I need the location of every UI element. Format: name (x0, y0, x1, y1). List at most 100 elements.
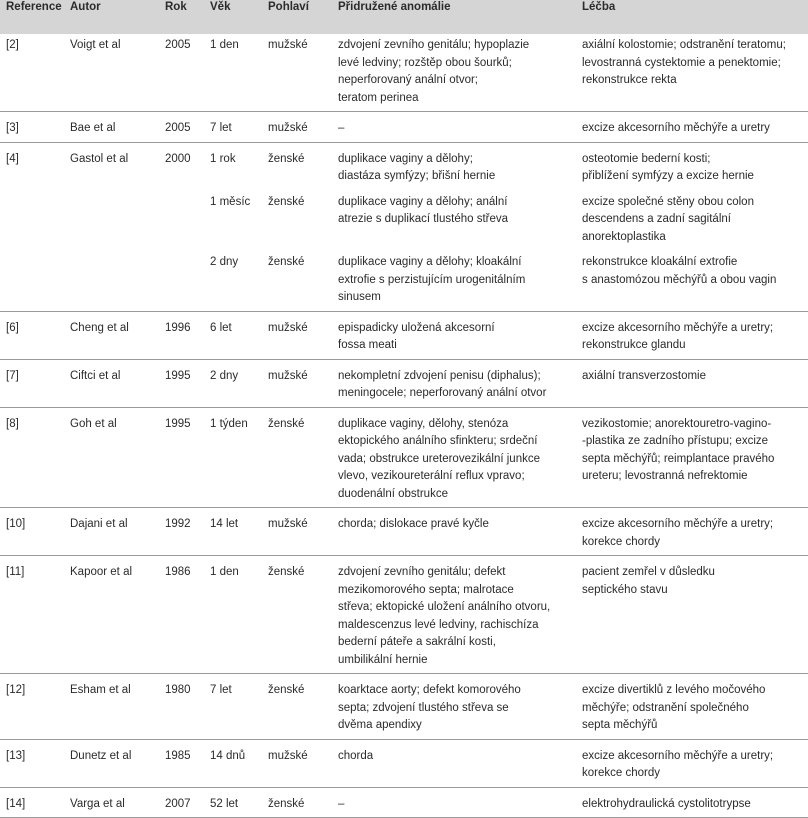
cell-autor (64, 246, 159, 312)
cell-rok (159, 186, 204, 247)
cell-reference: [13] (0, 739, 64, 788)
cell-rok: 1995 (159, 359, 204, 408)
cell-anomalie: nekompletní zdvojení penisu (diphalus); … (332, 359, 576, 408)
cell-vek: 14 dnů (204, 739, 262, 788)
cell-vek: 1 den (204, 34, 262, 112)
cell-autor: Dunetz et al (64, 739, 159, 788)
header-lecba: Léčba (576, 0, 808, 34)
cell-reference: [7] (0, 359, 64, 408)
cell-vek: 2 dny (204, 246, 262, 312)
cell-reference: [4] (6, 152, 19, 165)
cell-autor: Esham et al (64, 673, 159, 740)
cell-autor: Dajani et al (64, 507, 159, 556)
cell-lecba: rekonstrukce kloakální extrofie s anasto… (576, 246, 808, 312)
cell-anomalie: duplikace vaginy, dělohy, stenóza ektopi… (332, 407, 576, 508)
table-row: [10] Dajani et al 1992 14 let mužské chorda; … (0, 507, 808, 556)
table-row: [3] Bae et al 2005 7 let mužské – excize akces… (0, 111, 808, 143)
cell-vek: 7 let (204, 673, 262, 740)
cell-vek: 1 měsíc (210, 195, 251, 208)
header-reference: Reference (0, 0, 64, 34)
cell-lecba: elektrohydraulická cystolitotrypse (576, 787, 808, 818)
cell-vek: 14 let (204, 507, 262, 556)
cell-reference (0, 186, 64, 247)
cell-pohlavi: ženské (262, 407, 332, 508)
table-header: Reference Autor Rok Věk Pohlaví Přidruže… (0, 0, 808, 34)
cell-pohlavi: mužské (262, 311, 332, 360)
table-row: [12] Esham et al 1980 7 let ženské koarktace … (0, 673, 808, 740)
cell-anomalie: – (332, 787, 576, 818)
cell-pohlavi: ženské (262, 246, 332, 312)
cell-lecba: excize akcesorního měchýře a uretry; kor… (576, 507, 808, 556)
cell-autor: Ciftci et al (64, 359, 159, 408)
cell-vek: 52 let (204, 787, 262, 818)
cell-pohlavi: mužské (262, 739, 332, 788)
cell-rok: 1992 (159, 507, 204, 556)
cell-autor: Kapoor et al (64, 555, 159, 674)
cell-reference: [11] (0, 555, 64, 674)
cell-rok: 1986 (159, 555, 204, 674)
cell-vek: 2 dny (204, 359, 262, 408)
cell-reference: [8] (0, 407, 64, 508)
table-row: 1 měsíc ženské duplikace vaginy a dělohy; … (0, 186, 808, 247)
cell-rok (159, 246, 204, 312)
cell-lecba: axiální kolostomie; odstranění teratomu;… (576, 34, 808, 112)
cell-anomalie: chorda (332, 739, 576, 788)
table-row: [8] Goh et al 1995 1 týden ženské duplikace v… (0, 407, 808, 508)
table-row: [6] Cheng et al 1996 6 let mužské epispadicky… (0, 311, 808, 360)
cell-lecba: excize divertiklů z levého močového měch… (576, 673, 808, 740)
cell-pohlavi: ženské (262, 787, 332, 818)
header-anomalie: Přidružené anomálie (332, 0, 576, 34)
cell-lecba: excize společné stěny obou colon descend… (582, 195, 754, 243)
cell-rok: 2007 (159, 787, 204, 818)
table-row: [4] Gastol et al 2000 1 rok ženské duplikace … (0, 142, 808, 186)
cell-reference: [3] (0, 111, 64, 143)
cell-anomalie: chorda; dislokace pravé kyčle (332, 507, 576, 556)
cell-autor: Bae et al (64, 111, 159, 143)
header-rok: Rok (159, 0, 204, 34)
cell-anomalie: koarktace aorty; defekt komorového septa… (332, 673, 576, 740)
cell-pohlavi: mužské (262, 507, 332, 556)
table-row: [14] Varga et al 2007 52 let ženské – elektroh… (0, 787, 808, 818)
cell-lecba: vezikostomie; anorektouretro-vagino- -pl… (576, 407, 808, 508)
cell-reference: [14] (0, 787, 64, 818)
cell-autor: Varga et al (64, 787, 159, 818)
cell-autor (64, 186, 159, 247)
cell-reference: [10] (0, 507, 64, 556)
cell-anomalie: zdvojení zevního genitálu; defekt meziko… (332, 555, 576, 674)
cell-lecba: excize akcesorního měchýře a uretry; kor… (576, 739, 808, 788)
cell-rok: 1995 (159, 407, 204, 508)
cell-reference: [2] (0, 34, 64, 112)
cell-anomalie: duplikace vaginy a dělohy; anální atrezi… (338, 195, 509, 226)
cell-anomalie: zdvojení zevního genitálu; hypoplazie le… (332, 34, 576, 112)
cell-anomalie: duplikace vaginy a dělohy; diastáza symf… (338, 152, 496, 183)
header-autor: Autor (64, 0, 159, 34)
table-row: [11] Kapoor et al 1986 1 den ženské zdvojení … (0, 555, 808, 674)
cell-rok: 1996 (159, 311, 204, 360)
header-pohlavi: Pohlaví (262, 0, 332, 34)
cell-lecba: osteotomie bederní kosti; přiblížení sym… (582, 152, 754, 183)
cell-rok: 1980 (159, 673, 204, 740)
cell-reference (0, 246, 64, 312)
cell-vek: 1 rok (210, 152, 236, 165)
cell-autor: Voigt et al (64, 34, 159, 112)
cell-pohlavi: mužské (262, 359, 332, 408)
cell-anomalie: epispadicky uložená akcesorní fossa meat… (332, 311, 576, 360)
cell-vek: 1 týden (204, 407, 262, 508)
cell-reference: [12] (0, 673, 64, 740)
cell-vek: 6 let (204, 311, 262, 360)
table-row: [2] Voigt et al 2005 1 den mužské zdvojení ze… (0, 34, 808, 112)
cell-pohlavi: mužské (262, 34, 332, 112)
cell-vek: 1 den (204, 555, 262, 674)
cell-lecba: excize akcesorního měchýře a uretry (576, 111, 808, 143)
table-row: [13] Dunetz et al 1985 14 dnů mužské chorda ex… (0, 739, 808, 788)
cell-vek: 7 let (204, 111, 262, 143)
cell-rok: 2000 (165, 152, 191, 165)
cell-autor: Gastol et al (70, 152, 129, 165)
cell-anomalie: duplikace vaginy a dělohy; kloakální ext… (332, 246, 576, 312)
cell-lecba: pacient zemřel v důsledku septického sta… (576, 555, 808, 674)
cell-lecba: axiální transverzostomie (576, 359, 808, 408)
table-row: [7] Ciftci et al 1995 2 dny mužské nekompletn… (0, 359, 808, 408)
cell-autor: Cheng et al (64, 311, 159, 360)
cell-pohlavi: ženské (262, 673, 332, 740)
